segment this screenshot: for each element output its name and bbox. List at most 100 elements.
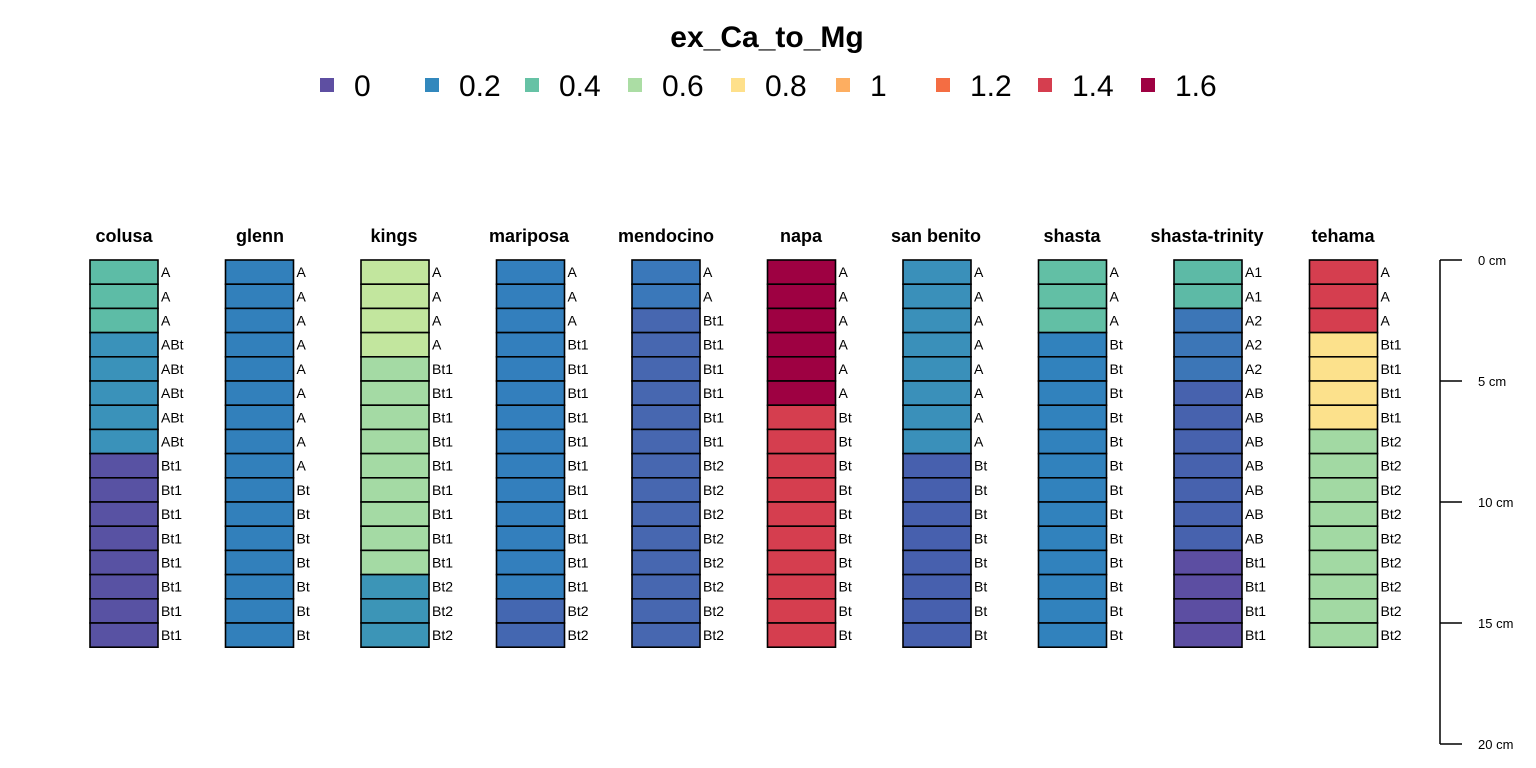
horizon-label: AB	[1245, 530, 1264, 546]
horizon	[631, 622, 701, 649]
horizon	[224, 283, 295, 310]
horizon	[224, 549, 295, 576]
horizon-label: Bt1	[432, 555, 453, 571]
horizon-label: A1	[1245, 288, 1262, 304]
legend-swatch	[320, 78, 334, 92]
depth-tick-label: 0 cm	[1478, 253, 1506, 268]
profile-name: mendocino	[618, 226, 714, 246]
horizon	[495, 501, 566, 528]
horizon-label: Bt	[297, 482, 310, 498]
horizon-label: A	[1381, 313, 1391, 329]
horizon	[89, 355, 159, 382]
horizon-label: A	[297, 288, 307, 304]
horizon-label: Bt1	[568, 506, 589, 522]
profile-name: san benito	[891, 226, 981, 246]
horizon-label: Bt1	[432, 506, 453, 522]
horizon	[631, 573, 701, 600]
horizon	[902, 404, 972, 431]
horizon-label: Bt	[1110, 434, 1123, 450]
profile-shasta-trinity: shasta-trinity A1 A1 A2 A2 A2 AB AB AB AB AB AB AB Bt…	[1150, 226, 1266, 649]
horizon	[631, 283, 701, 310]
horizon	[224, 525, 295, 552]
horizon-label: A	[1110, 288, 1120, 304]
horizon	[902, 622, 972, 649]
horizon	[1308, 380, 1379, 407]
horizon	[89, 549, 159, 576]
profile-colusa: colusaAAAABtABtABtABtABtBt1Bt1Bt1Bt1Bt1B…	[89, 226, 184, 649]
horizon-label: Bt	[1110, 458, 1123, 474]
horizon	[495, 452, 566, 479]
horizon-label: Bt1	[703, 434, 724, 450]
horizon	[224, 597, 295, 624]
horizon-label: Bt2	[703, 603, 724, 619]
horizon-label: Bt2	[703, 555, 724, 571]
horizon-label: Bt	[974, 506, 987, 522]
horizon	[360, 622, 430, 649]
horizon-label: Bt2	[1381, 458, 1402, 474]
horizon	[902, 428, 972, 455]
horizon-label: Bt2	[703, 579, 724, 595]
horizon-label: Bt1	[568, 530, 589, 546]
horizon-label: A2	[1245, 313, 1262, 329]
horizon	[631, 307, 701, 334]
horizon	[766, 597, 837, 624]
horizon-label: Bt1	[432, 434, 453, 450]
horizon-label: ABt	[161, 385, 184, 401]
horizon-label: A	[568, 313, 578, 329]
horizon	[766, 452, 837, 479]
horizon	[631, 476, 701, 503]
horizon	[1173, 331, 1243, 358]
horizon-label: A	[974, 385, 984, 401]
horizon-label: Bt	[974, 555, 987, 571]
profile-name: tehama	[1311, 226, 1375, 246]
horizon-label: Bt	[839, 627, 852, 643]
horizon	[224, 259, 295, 286]
horizon-label: A	[1381, 264, 1391, 280]
profiles: colusaAAAABtABtABtABtABtBt1Bt1Bt1Bt1Bt1B…	[89, 226, 1402, 649]
horizon	[766, 428, 837, 455]
horizon	[1308, 501, 1379, 528]
horizon-label: Bt2	[1381, 603, 1402, 619]
horizon	[495, 283, 566, 310]
depth-axis: 0 cm 5 cm 10 cm 15 cm 20 cm	[1439, 253, 1513, 752]
horizon-label: Bt	[839, 579, 852, 595]
depth-tick-label: 10 cm	[1478, 495, 1513, 510]
horizon	[1037, 525, 1108, 552]
horizon	[1308, 573, 1379, 600]
horizon	[766, 573, 837, 600]
horizon	[1308, 452, 1379, 479]
horizon	[631, 525, 701, 552]
horizon	[631, 428, 701, 455]
legend-swatch	[936, 78, 950, 92]
horizon-label: Bt	[839, 482, 852, 498]
horizon	[1308, 404, 1379, 431]
horizon	[360, 380, 430, 407]
horizon	[89, 331, 159, 358]
horizon	[360, 525, 430, 552]
horizon-label: Bt1	[703, 385, 724, 401]
horizon-label: A	[297, 434, 307, 450]
horizon-label: A	[974, 313, 984, 329]
horizon	[495, 476, 566, 503]
horizon-label: Bt1	[432, 361, 453, 377]
horizon	[360, 573, 430, 600]
horizon	[495, 549, 566, 576]
horizon	[224, 573, 295, 600]
horizon-label: A	[297, 385, 307, 401]
horizon	[631, 597, 701, 624]
horizon	[1037, 307, 1108, 334]
horizon-label: Bt	[1110, 409, 1123, 425]
horizon	[1173, 525, 1243, 552]
horizon	[495, 404, 566, 431]
horizon-label: Bt1	[703, 313, 724, 329]
horizon-label: A	[297, 337, 307, 353]
horizon-label: A	[297, 361, 307, 377]
horizon	[631, 259, 701, 286]
horizon-label: Bt	[1110, 627, 1123, 643]
horizon	[1173, 501, 1243, 528]
horizon-label: A	[703, 288, 713, 304]
horizon-label: A	[839, 337, 849, 353]
horizon-label: Bt	[297, 506, 310, 522]
horizon	[360, 283, 430, 310]
horizon	[1308, 597, 1379, 624]
